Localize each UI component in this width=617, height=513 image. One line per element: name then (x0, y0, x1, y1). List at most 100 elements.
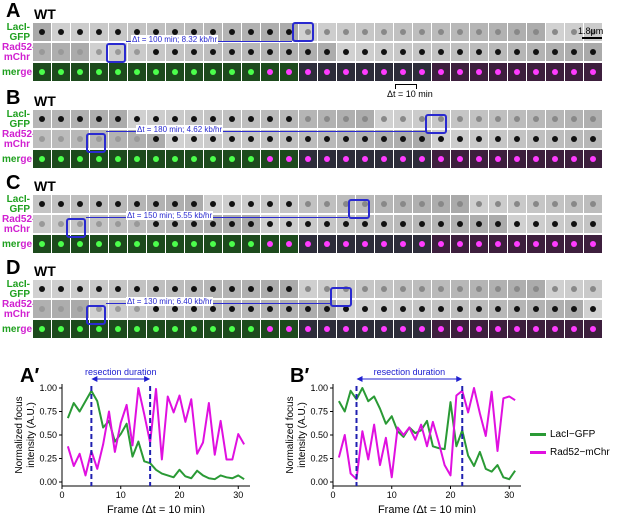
focus-spot (533, 286, 539, 292)
focus-spot (305, 29, 311, 35)
focus-spot (248, 69, 254, 75)
focus-spot (324, 116, 330, 122)
micrograph-tile (185, 130, 203, 148)
focus-spot (267, 69, 273, 75)
micrograph-tile (451, 320, 469, 338)
micrograph-tile (489, 320, 507, 338)
panel-letter-d: D (6, 257, 21, 279)
micrograph-tile (432, 43, 450, 61)
y-axis-label: Normalized focus (285, 396, 296, 473)
focus-spot (210, 136, 216, 142)
focus-spot (552, 306, 558, 312)
micrograph-tile (223, 215, 241, 233)
focus-spot (324, 69, 330, 75)
micrograph-tile (489, 130, 507, 148)
focus-spot (476, 116, 482, 122)
y-tick-label: 0.50 (310, 430, 328, 440)
micrograph-tile (109, 195, 127, 213)
micrograph-tile (432, 235, 450, 253)
micrograph-tile (299, 300, 317, 318)
micrograph-tile (451, 23, 469, 41)
micrograph-tile (527, 110, 545, 128)
focus-spot (191, 221, 197, 227)
micrograph-tile (33, 280, 51, 298)
focus-spot (590, 241, 596, 247)
micrograph-tile (565, 280, 583, 298)
label-gfp: LacI- GFP (6, 22, 30, 43)
micrograph-tile (109, 320, 127, 338)
micrograph-tile (527, 215, 545, 233)
label-merge-part-1: mer (2, 239, 21, 250)
focus-spot (115, 136, 121, 142)
micrograph-tile (318, 110, 336, 128)
focus-spot (362, 286, 368, 292)
micrograph-tile (261, 215, 279, 233)
focus-spot (381, 69, 387, 75)
y-tick-label: 0.25 (310, 454, 328, 464)
micrograph-tile (375, 63, 393, 81)
y-tick-label: 1.00 (310, 383, 328, 393)
focus-spot (457, 201, 463, 207)
micrograph-tile (508, 300, 526, 318)
focus-spot (362, 29, 368, 35)
focus-spot (343, 326, 349, 332)
focus-spot (419, 326, 425, 332)
micrograph-tile (584, 43, 602, 61)
micrograph-tile (489, 63, 507, 81)
micrograph-tile (451, 215, 469, 233)
focus-spot (115, 201, 121, 207)
y-axis-label: Normalized focus (14, 396, 25, 473)
focus-spot (58, 221, 64, 227)
focus-spot (96, 221, 102, 227)
focus-spot (210, 286, 216, 292)
focus-spot (381, 201, 387, 207)
focus-spot (58, 29, 64, 35)
micrograph-tile (204, 195, 222, 213)
label-gfp: LacI- GFP (6, 194, 30, 215)
micrograph-tile (527, 63, 545, 81)
focus-spot (533, 326, 539, 332)
micrograph-tile (299, 280, 317, 298)
micrograph-tile (280, 130, 298, 148)
focus-spot (514, 286, 520, 292)
focus-spot (248, 116, 254, 122)
micrograph-tile (584, 215, 602, 233)
micrograph-tile (261, 63, 279, 81)
micrograph-tile (432, 195, 450, 213)
micrograph-tile (546, 63, 564, 81)
micrograph-tile (318, 195, 336, 213)
focus-spot (514, 201, 520, 207)
focus-spot (286, 69, 292, 75)
resection-start-box (86, 133, 106, 153)
focus-spot (343, 306, 349, 312)
focus-spot (305, 136, 311, 142)
resection-end-box (425, 114, 447, 134)
micrograph-tile (223, 23, 241, 41)
micrograph-tile (33, 23, 51, 41)
micrograph-tile (337, 130, 355, 148)
focus-spot (77, 136, 83, 142)
focus-spot (533, 306, 539, 312)
micrograph-tile (546, 23, 564, 41)
focus-spot (552, 69, 558, 75)
focus-spot (153, 221, 159, 227)
focus-spot (324, 221, 330, 227)
focus-spot (362, 69, 368, 75)
focus-spot (381, 29, 387, 35)
resection-start-box (106, 43, 126, 63)
focus-spot (39, 326, 45, 332)
micrograph-tile (147, 195, 165, 213)
micrograph-tile (470, 300, 488, 318)
focus-spot (115, 221, 121, 227)
focus-spot (248, 241, 254, 247)
focus-spot (153, 156, 159, 162)
micrograph-tile (508, 280, 526, 298)
micrograph-tile (166, 63, 184, 81)
micrograph-tile (204, 150, 222, 168)
micrograph-tile (223, 63, 241, 81)
micrograph-tile (470, 235, 488, 253)
focus-spot (495, 116, 501, 122)
micrograph-tile (52, 110, 70, 128)
micrograph-tile (489, 300, 507, 318)
label-merge-part-2: ge (20, 154, 33, 165)
